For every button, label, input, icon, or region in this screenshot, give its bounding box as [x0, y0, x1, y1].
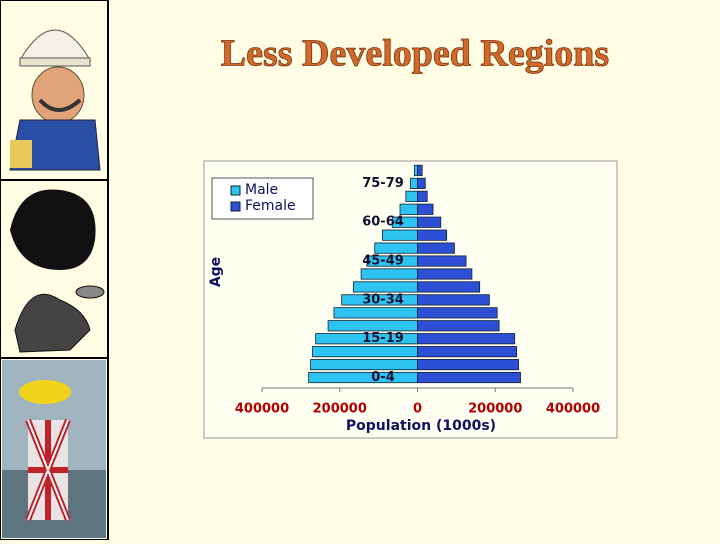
- bar: [312, 346, 418, 358]
- category-label: 60-64: [362, 215, 404, 230]
- bar: [417, 281, 481, 293]
- bar: [405, 190, 418, 202]
- bar: [308, 371, 418, 384]
- x-axis-title: Population (1000s): [346, 418, 496, 434]
- bar: [417, 359, 519, 371]
- bar: [417, 294, 490, 306]
- category-label: 15-19: [362, 331, 404, 346]
- bar: [410, 177, 418, 189]
- bar: [417, 307, 498, 319]
- bar: [360, 268, 418, 280]
- x-tick-label: 400000: [235, 402, 289, 417]
- legend-swatch: [230, 201, 241, 212]
- bar: [374, 242, 418, 254]
- category-label: 75-79: [362, 176, 404, 191]
- chart: 400000 200000 0 200000 400000 0-4 15-19 30-34 45…: [208, 164, 600, 434]
- x-tick-label: 200000: [468, 402, 522, 417]
- bar: [417, 229, 448, 241]
- bar: [417, 203, 434, 215]
- x-tick-label: 200000: [313, 402, 367, 417]
- legend-box: [211, 177, 314, 220]
- category-label: 0-4: [371, 370, 395, 385]
- bar: [310, 359, 418, 371]
- bar: [333, 307, 418, 319]
- bar: [417, 320, 500, 332]
- bar: [417, 164, 423, 177]
- bar: [417, 333, 516, 345]
- bar: [417, 242, 455, 254]
- bar: [413, 164, 418, 177]
- bar: [382, 229, 418, 241]
- bar: [417, 346, 518, 358]
- bar: [352, 281, 418, 293]
- bar: [399, 203, 418, 215]
- legend-label: Male: [245, 182, 278, 198]
- slide-title: Less Developed Regions: [221, 33, 609, 75]
- picture-column: [0, 0, 109, 541]
- bar: [417, 268, 473, 280]
- category-label: 45-49: [362, 254, 404, 269]
- bar: [327, 320, 418, 332]
- bar: [417, 371, 521, 384]
- bar: [417, 255, 467, 267]
- bar: [417, 177, 426, 189]
- legend-label: Female: [245, 198, 296, 214]
- x-tick-label: 400000: [546, 402, 600, 417]
- x-tick-label: 0: [413, 402, 422, 417]
- category-label: 30-34: [362, 292, 404, 307]
- bar: [417, 216, 442, 228]
- y-axis-title: Age: [208, 257, 224, 287]
- bar: [417, 190, 428, 202]
- legend-swatch: [230, 185, 241, 196]
